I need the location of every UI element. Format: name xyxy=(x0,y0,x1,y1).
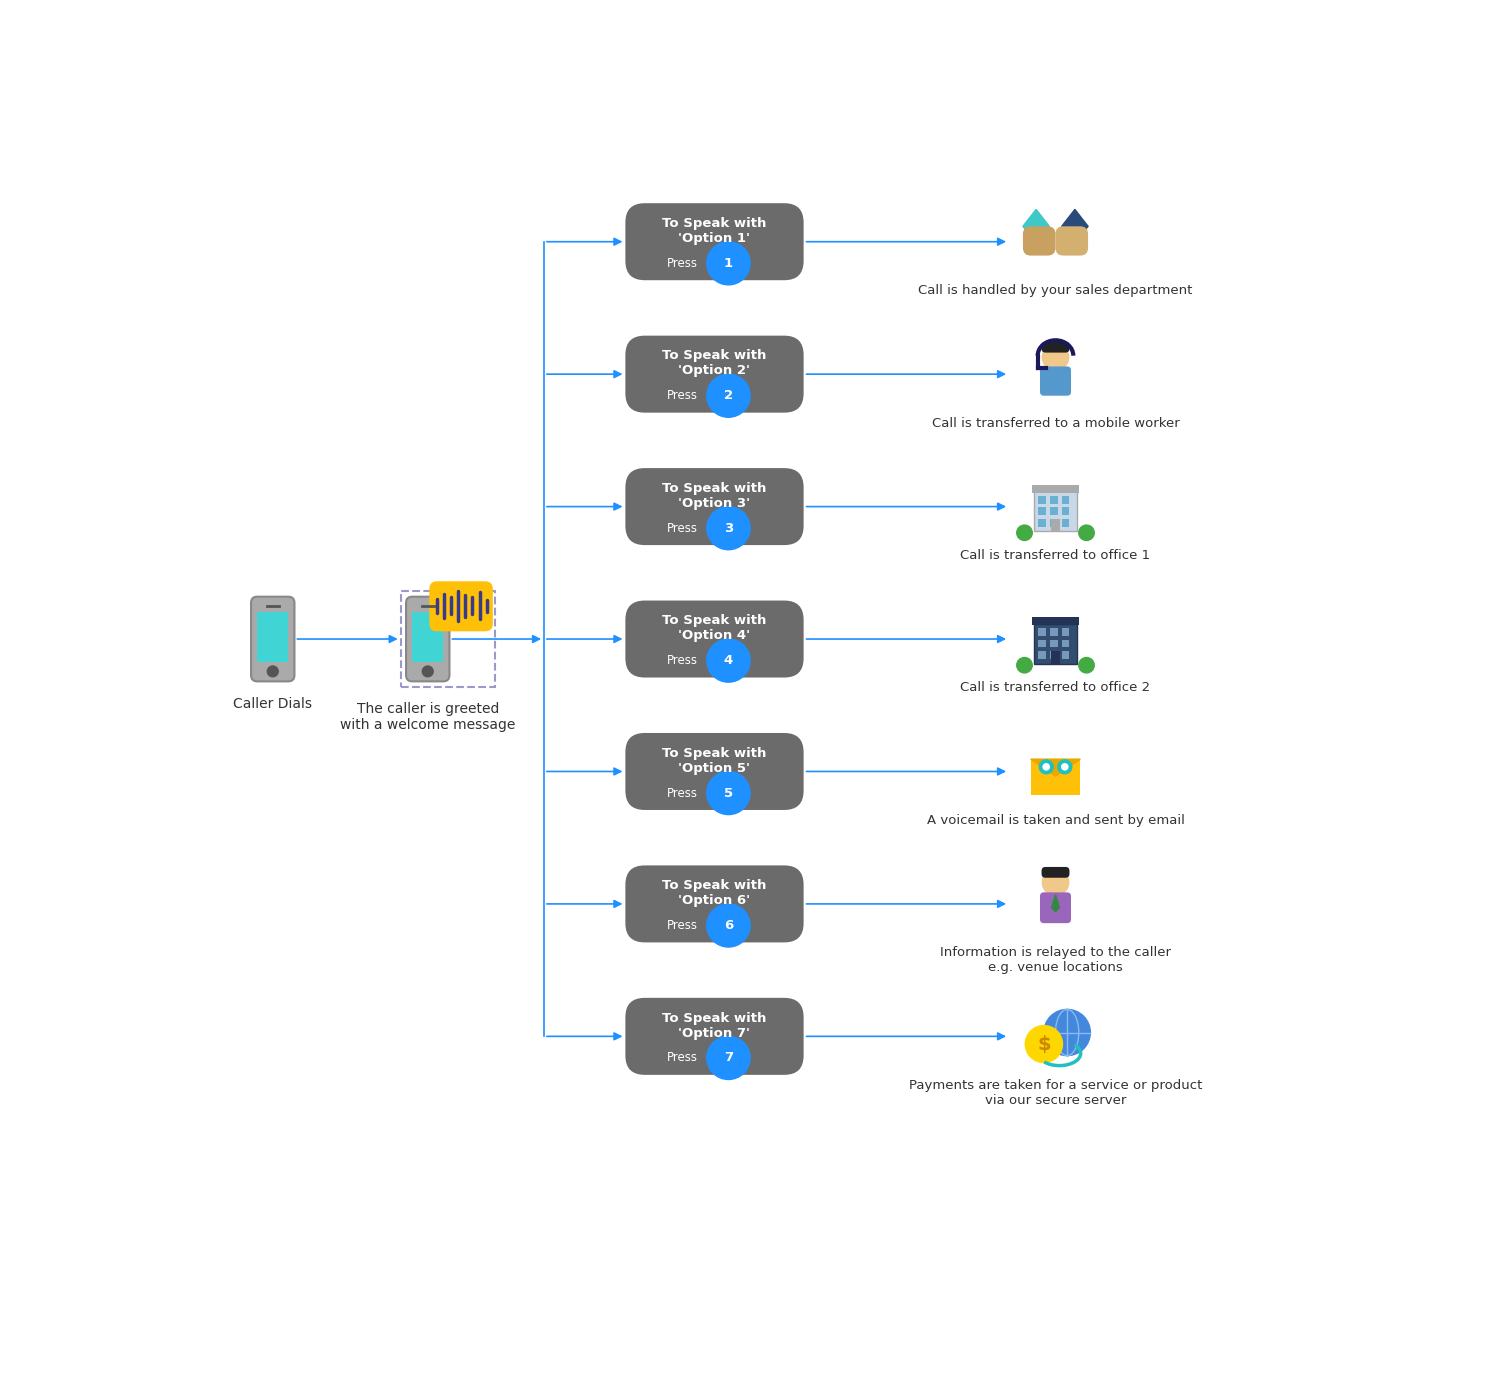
Text: 5: 5 xyxy=(724,786,734,800)
FancyBboxPatch shape xyxy=(626,203,804,280)
FancyBboxPatch shape xyxy=(1052,651,1060,663)
Circle shape xyxy=(706,1037,750,1080)
FancyBboxPatch shape xyxy=(429,582,494,632)
FancyBboxPatch shape xyxy=(626,734,804,809)
FancyBboxPatch shape xyxy=(1062,651,1070,659)
FancyBboxPatch shape xyxy=(1038,629,1046,636)
FancyBboxPatch shape xyxy=(1050,507,1058,516)
Circle shape xyxy=(706,903,750,947)
FancyBboxPatch shape xyxy=(1038,651,1046,659)
Text: 2: 2 xyxy=(724,389,734,403)
Text: To Speak with
'Option 1': To Speak with 'Option 1' xyxy=(663,217,766,245)
Circle shape xyxy=(1040,760,1053,774)
FancyBboxPatch shape xyxy=(1032,485,1078,492)
FancyBboxPatch shape xyxy=(1062,519,1070,527)
Circle shape xyxy=(706,771,750,815)
Text: To Speak with
'Option 3': To Speak with 'Option 3' xyxy=(663,481,766,510)
FancyBboxPatch shape xyxy=(1032,618,1078,625)
Circle shape xyxy=(706,374,750,418)
Circle shape xyxy=(1078,525,1094,541)
Circle shape xyxy=(706,638,750,683)
Text: To Speak with
'Option 4': To Speak with 'Option 4' xyxy=(663,614,766,643)
Text: 4: 4 xyxy=(724,654,734,667)
FancyBboxPatch shape xyxy=(626,866,804,942)
Text: Caller Dials: Caller Dials xyxy=(234,696,312,710)
FancyBboxPatch shape xyxy=(1050,640,1058,648)
FancyBboxPatch shape xyxy=(1062,640,1070,648)
Circle shape xyxy=(1058,760,1072,774)
Polygon shape xyxy=(1030,760,1080,776)
Text: A voicemail is taken and sent by email: A voicemail is taken and sent by email xyxy=(927,814,1185,827)
Circle shape xyxy=(706,506,750,550)
Polygon shape xyxy=(1023,210,1050,243)
FancyBboxPatch shape xyxy=(258,612,288,662)
Text: Press: Press xyxy=(666,918,698,932)
FancyBboxPatch shape xyxy=(413,612,444,662)
Text: The caller is greeted
with a welcome message: The caller is greeted with a welcome mes… xyxy=(340,702,516,732)
FancyBboxPatch shape xyxy=(1050,651,1058,659)
Circle shape xyxy=(1026,1026,1062,1063)
Text: Press: Press xyxy=(666,786,698,800)
Circle shape xyxy=(267,666,278,677)
Polygon shape xyxy=(1052,895,1059,912)
FancyBboxPatch shape xyxy=(1062,629,1070,636)
FancyBboxPatch shape xyxy=(1050,519,1058,527)
FancyBboxPatch shape xyxy=(626,600,804,677)
Text: Payments are taken for a service or product
via our secure server: Payments are taken for a service or prod… xyxy=(909,1078,1202,1107)
Circle shape xyxy=(706,241,750,285)
Text: 7: 7 xyxy=(724,1051,734,1065)
Text: Call is handled by your sales department: Call is handled by your sales department xyxy=(918,284,1192,296)
Text: Information is relayed to the caller
e.g. venue locations: Information is relayed to the caller e.g… xyxy=(940,946,1172,974)
FancyBboxPatch shape xyxy=(1056,226,1088,255)
Text: To Speak with
'Option 7': To Speak with 'Option 7' xyxy=(663,1012,766,1040)
FancyBboxPatch shape xyxy=(1062,496,1070,503)
Text: $: $ xyxy=(1036,1034,1050,1054)
FancyBboxPatch shape xyxy=(626,467,804,545)
Circle shape xyxy=(1062,764,1068,769)
Text: Call is transferred to office 1: Call is transferred to office 1 xyxy=(960,549,1150,561)
Circle shape xyxy=(1017,658,1032,673)
Text: To Speak with
'Option 6': To Speak with 'Option 6' xyxy=(663,880,766,907)
FancyBboxPatch shape xyxy=(1038,507,1046,516)
FancyBboxPatch shape xyxy=(1034,623,1077,663)
Circle shape xyxy=(1078,658,1094,673)
FancyBboxPatch shape xyxy=(1050,629,1058,636)
FancyBboxPatch shape xyxy=(406,597,450,681)
FancyBboxPatch shape xyxy=(626,335,804,412)
FancyBboxPatch shape xyxy=(1038,496,1046,503)
FancyBboxPatch shape xyxy=(1041,342,1070,353)
Text: 6: 6 xyxy=(724,918,734,932)
Text: To Speak with
'Option 2': To Speak with 'Option 2' xyxy=(663,349,766,378)
Circle shape xyxy=(1042,869,1068,895)
Text: Press: Press xyxy=(666,256,698,270)
Text: Press: Press xyxy=(666,389,698,403)
FancyBboxPatch shape xyxy=(1034,491,1077,531)
Circle shape xyxy=(1044,1009,1090,1055)
Text: Press: Press xyxy=(666,1051,698,1065)
Text: 3: 3 xyxy=(724,521,734,535)
FancyBboxPatch shape xyxy=(1040,367,1071,396)
Circle shape xyxy=(1042,764,1050,769)
Text: To Speak with
'Option 5': To Speak with 'Option 5' xyxy=(663,746,766,775)
Circle shape xyxy=(1017,525,1032,541)
FancyBboxPatch shape xyxy=(1041,867,1070,877)
Text: Call is transferred to office 2: Call is transferred to office 2 xyxy=(960,681,1150,695)
FancyBboxPatch shape xyxy=(1030,760,1080,794)
FancyBboxPatch shape xyxy=(251,597,294,681)
FancyBboxPatch shape xyxy=(1050,496,1058,503)
Circle shape xyxy=(1042,345,1068,371)
Polygon shape xyxy=(1062,210,1088,243)
FancyBboxPatch shape xyxy=(1040,892,1071,923)
FancyBboxPatch shape xyxy=(1038,519,1046,527)
FancyBboxPatch shape xyxy=(1052,519,1060,531)
Text: Press: Press xyxy=(666,654,698,667)
Text: Press: Press xyxy=(666,521,698,535)
FancyBboxPatch shape xyxy=(1023,226,1056,255)
Text: 1: 1 xyxy=(724,256,734,270)
FancyBboxPatch shape xyxy=(1038,640,1046,648)
Text: Call is transferred to a mobile worker: Call is transferred to a mobile worker xyxy=(932,416,1179,429)
FancyBboxPatch shape xyxy=(626,998,804,1074)
Circle shape xyxy=(423,666,433,677)
FancyBboxPatch shape xyxy=(1062,507,1070,516)
